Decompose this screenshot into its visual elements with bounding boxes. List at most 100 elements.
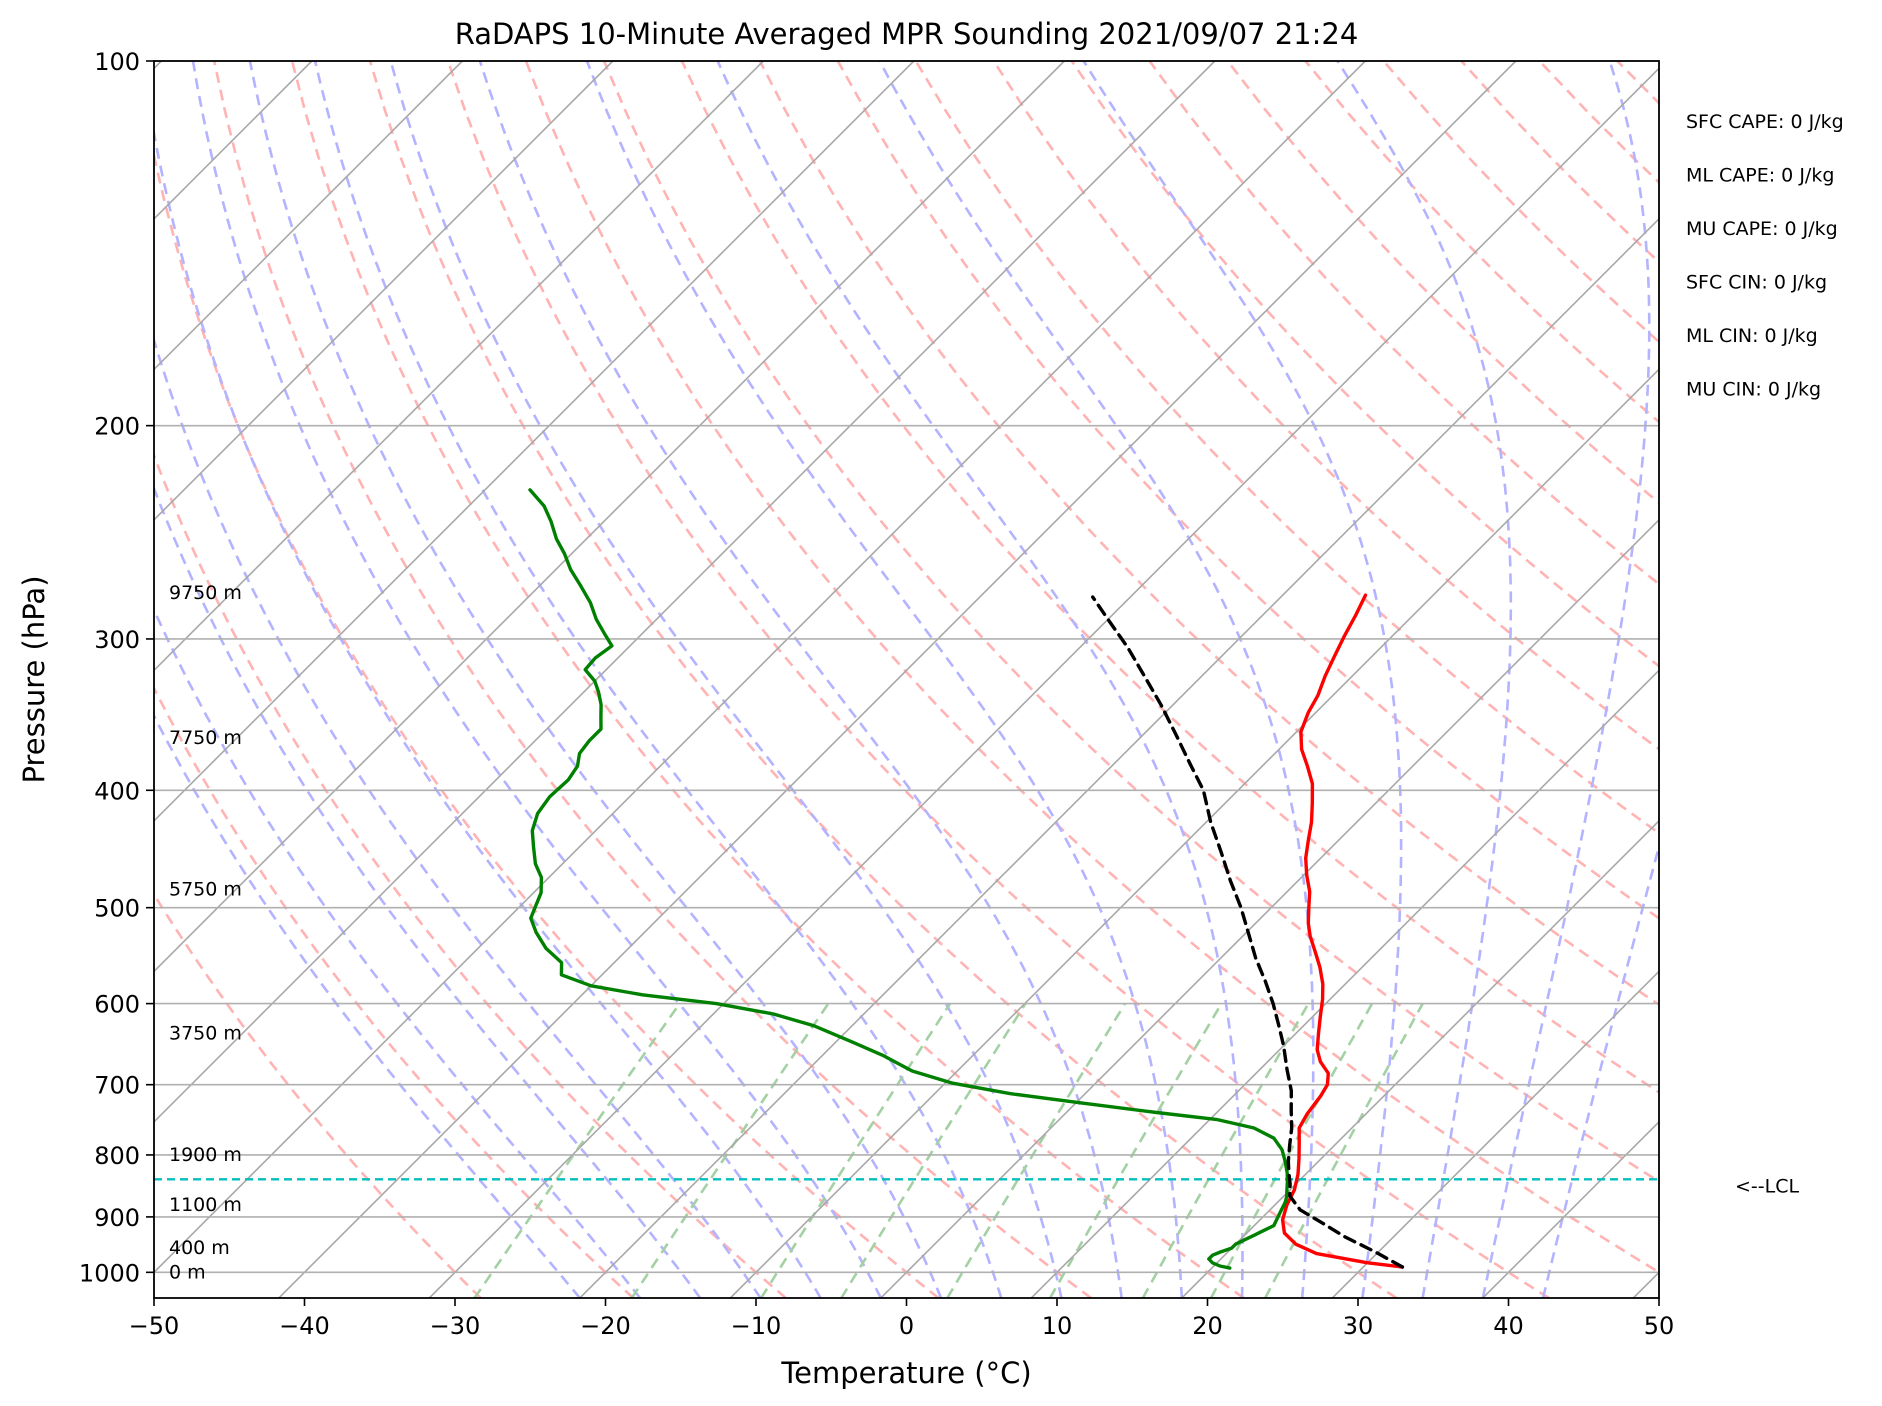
y-tick-label: 500 [94, 895, 140, 923]
dry-adiabat-line [680, 61, 1659, 1094]
moist-adiabat-line [1336, 61, 1513, 1298]
height-label: 0 m [169, 1261, 206, 1283]
moist-adiabat-line [248, 61, 943, 1298]
height-label: 5750 m [169, 878, 242, 900]
mixing-ratio-line [473, 1002, 681, 1298]
isotherm-line [1331, 970, 1659, 1298]
dry-adiabat-line [836, 61, 1659, 920]
dry-adiabat-line [290, 61, 1245, 1298]
mixing-ratio-line [1048, 1002, 1223, 1298]
y-tick-label: 100 [94, 48, 140, 76]
x-tick-label: −20 [580, 1312, 631, 1340]
plot-frame [153, 60, 1660, 1299]
mixing-ratio-line [1209, 1002, 1374, 1298]
dry-adiabat-line [1382, 61, 1659, 344]
isotherm-line [729, 368, 1659, 1298]
moist-adiabat-line [154, 485, 702, 1298]
dry-adiabat-line [154, 892, 482, 1298]
dry-adiabat-line [602, 61, 1659, 1184]
dry-adiabat-line [154, 452, 787, 1298]
axis-ticks: −50 −40 −30 −20 −10 0 10 20 30 40 50 100 200 300 400 50… [79, 48, 1674, 1340]
y-tick-label: 900 [94, 1204, 140, 1232]
isotherm-line [154, 61, 1216, 1123]
dry-adiabat-line [1616, 61, 1659, 105]
mixing-ratio-line [630, 1002, 830, 1298]
isotherm-line [579, 217, 1659, 1298]
isotherm-line [154, 61, 915, 822]
dry-adiabat-line [1226, 61, 1659, 505]
height-label: 1100 m [169, 1194, 242, 1216]
x-tick-label: −10 [731, 1312, 782, 1340]
dry-adiabat-line [1773, 61, 1882, 1298]
isotherm-line [1784, 61, 1882, 1298]
height-label: 7750 m [169, 727, 242, 749]
moist-adiabat-line [154, 606, 642, 1298]
plot-border [153, 60, 1660, 1299]
dry-adiabat-line [446, 61, 1550, 1298]
stability-index-label: MU CIN: 0 J/kg [1686, 379, 1821, 401]
height-label: 1900 m [169, 1144, 242, 1166]
dry-adiabat-line [1851, 61, 1882, 1298]
dry-adiabat-line [154, 149, 940, 1298]
moist-adiabat-line [1541, 841, 1659, 1298]
dry-adiabat-line [212, 61, 1092, 1298]
moist-adiabat-line [478, 61, 1123, 1298]
isobar-grid [154, 61, 1659, 1274]
y-tick-label: 800 [94, 1142, 140, 1170]
y-tick-label: 600 [94, 991, 140, 1019]
stability-index-label: MU CAPE: 0 J/kg [1686, 218, 1838, 240]
y-tick-label: 400 [94, 777, 140, 805]
dry-adiabat-line [154, 685, 635, 1298]
dry-adiabat-line [1538, 61, 1659, 185]
moist-adiabat-line [1481, 61, 1651, 1298]
stability-index-label: ML CIN: 0 J/kg [1686, 325, 1818, 347]
mixing-ratio-line [840, 1002, 1027, 1298]
isotherm-line [428, 67, 1659, 1298]
y-tick-label: 300 [94, 626, 140, 654]
moist-adiabat-line [313, 61, 1003, 1298]
isotherm-line [0, 61, 11, 1298]
height-label: 400 m [169, 1237, 230, 1259]
x-tick-label: −40 [279, 1312, 330, 1340]
isotherm-line [1181, 819, 1659, 1298]
isotherm-line [1482, 1120, 1659, 1298]
x-tick-label: 10 [1042, 1312, 1073, 1340]
isotherm-line [154, 61, 764, 672]
height-label: 3750 m [169, 1022, 242, 1044]
dry-adiabat-line [1695, 61, 1882, 1298]
mixing-ratio-line [760, 1002, 952, 1298]
dry-adiabat-line [914, 61, 1659, 835]
stability-index-label: ML CAPE: 0 J/kg [1686, 165, 1834, 187]
y-tick-label: 1000 [79, 1259, 140, 1287]
moist-adiabat-line [154, 126, 822, 1298]
y-tick-label: 700 [94, 1072, 140, 1100]
isotherm-line [154, 61, 614, 521]
dry-adiabat-line [1070, 61, 1659, 668]
x-tick-label: −50 [129, 1312, 180, 1340]
x-tick-label: −30 [430, 1312, 481, 1340]
stability-indices: SFC CAPE: 0 J/kg ML CAPE: 0 J/kg MU CAPE: … [1686, 111, 1844, 401]
stability-index-label: SFC CAPE: 0 J/kg [1686, 111, 1844, 133]
isotherm-line [1030, 669, 1659, 1298]
x-tick-label: 30 [1343, 1312, 1374, 1340]
dry-adiabat-line [1460, 61, 1659, 264]
dry-adiabat-line [992, 61, 1659, 751]
moist-adiabat-line [154, 713, 581, 1298]
dry-adiabat-line [368, 61, 1398, 1298]
x-tick-label: 0 [899, 1312, 914, 1340]
dry-adiabat-line [1148, 61, 1659, 586]
moist-adiabat-line [878, 61, 1315, 1298]
moist-adiabat-line [1082, 61, 1403, 1298]
mixing-ratio-line [1141, 1002, 1310, 1298]
isotherm-line [1632, 1271, 1659, 1298]
x-tick-label: 50 [1644, 1312, 1675, 1340]
isotherm-line [154, 61, 463, 371]
moist-adiabat-line [389, 61, 1063, 1298]
dewpoint-profile-line [528, 488, 1290, 1270]
isotherm-line [154, 61, 1366, 1274]
x-tick-label: 40 [1493, 1312, 1524, 1340]
stability-index-label: SFC CIN: 0 J/kg [1686, 272, 1827, 294]
x-axis-label: Temperature (°C) [780, 1356, 1031, 1390]
